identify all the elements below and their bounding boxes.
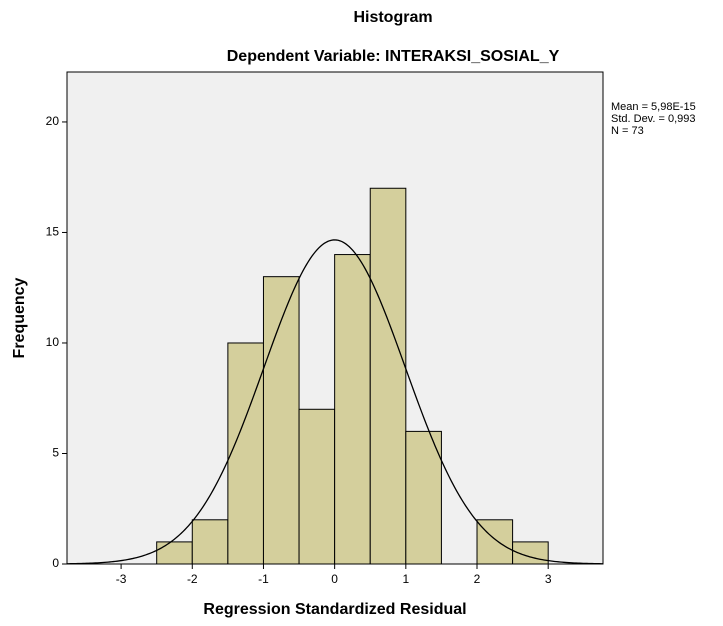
x-tick-label: -3 — [116, 572, 127, 586]
stats-label: Mean = 5,98E-15 — [611, 101, 696, 113]
bar — [156, 541, 193, 565]
bar — [191, 519, 229, 565]
x-tick-label: 2 — [474, 572, 481, 586]
x-tick-label: -2 — [187, 572, 198, 586]
bar — [476, 519, 514, 565]
bar — [227, 342, 264, 565]
y-tick-label: 20 — [46, 114, 60, 128]
y-tick-label: 5 — [52, 446, 59, 460]
x-tick-label: -1 — [258, 572, 269, 586]
stats-label: Std. Dev. = 0,993 — [611, 113, 696, 125]
x-tick-label: 0 — [331, 572, 338, 586]
stats-label: N = 73 — [611, 125, 644, 137]
chart-subtitle: Dependent Variable: INTERAKSI_SOSIAL_Y — [227, 48, 560, 65]
bar — [262, 276, 300, 565]
bar — [334, 254, 371, 565]
x-tick-label: 3 — [545, 572, 552, 586]
bar — [405, 430, 442, 565]
y-tick-label: 0 — [52, 556, 59, 570]
y-axis-label: Frequency — [11, 277, 28, 358]
x-axis-label: Regression Standardized Residual — [203, 601, 466, 618]
normal-curve — [66, 239, 604, 565]
y-tick-label: 15 — [46, 225, 60, 239]
y-tick-label: 10 — [46, 335, 60, 349]
chart-title: Histogram — [353, 9, 432, 26]
bar — [298, 408, 336, 565]
x-tick-label: 1 — [402, 572, 409, 586]
bar — [369, 187, 407, 565]
